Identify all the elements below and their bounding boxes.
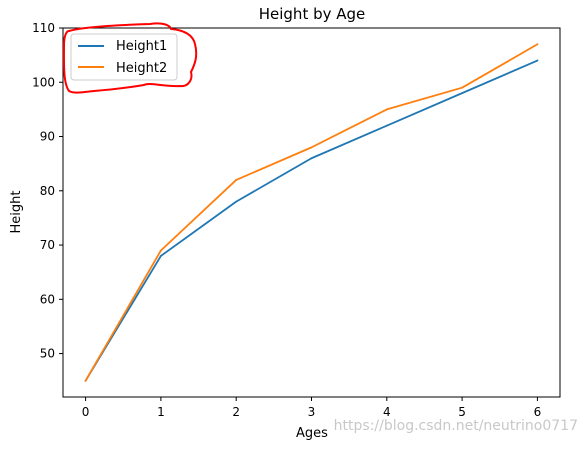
y-tick-label-80: 80 [40, 184, 55, 198]
data-point-height2-6 [536, 43, 539, 46]
data-point-height1-4 [385, 124, 388, 127]
data-point-height2-5 [461, 86, 464, 89]
data-point-height2-3 [310, 146, 313, 149]
x-tick-label-1: 1 [157, 405, 165, 419]
series-layer [84, 43, 539, 382]
data-point-height1-2 [235, 200, 238, 203]
data-point-height1-3 [310, 157, 313, 160]
chart-title: Height by Age [259, 5, 366, 23]
x-axis-label: Ages [296, 426, 328, 441]
data-point-height1-6 [536, 59, 539, 62]
y-tick-label-110: 110 [32, 21, 55, 35]
data-point-height2-1 [159, 249, 162, 252]
legend: Height1 Height2 [70, 33, 178, 81]
red-annotation-circle [62, 22, 198, 94]
y-axis-label: Height [9, 191, 24, 234]
y-tick-label-70: 70 [40, 238, 55, 252]
tick-layer: 0 1 2 3 4 5 6 50 60 70 80 90 100 110 [32, 21, 541, 419]
x-tick-label-3: 3 [308, 405, 316, 419]
data-point-height1-1 [159, 255, 162, 257]
x-tick-label-6: 6 [534, 405, 542, 419]
x-tick-label-2: 2 [232, 405, 240, 419]
y-tick-label-100: 100 [32, 75, 55, 89]
x-tick-label-5: 5 [458, 405, 466, 419]
y-tick-label-60: 60 [40, 292, 55, 306]
x-tick-label-4: 4 [383, 405, 391, 419]
data-point-height2-4 [385, 108, 388, 111]
x-tick-label-0: 0 [82, 405, 90, 419]
watermark-text: https://blog.csdn.net/neutrino0717 [334, 418, 578, 434]
y-tick-label-90: 90 [40, 130, 55, 144]
data-point-height2-2 [235, 179, 238, 181]
plot-area-frame [62, 27, 561, 398]
data-point-height1-5 [461, 92, 464, 95]
data-point-height2-0 [84, 379, 87, 382]
legend-label-height1: Height1 [116, 39, 167, 54]
legend-label-height2: Height2 [116, 61, 167, 76]
y-tick-label-50: 50 [40, 347, 55, 361]
